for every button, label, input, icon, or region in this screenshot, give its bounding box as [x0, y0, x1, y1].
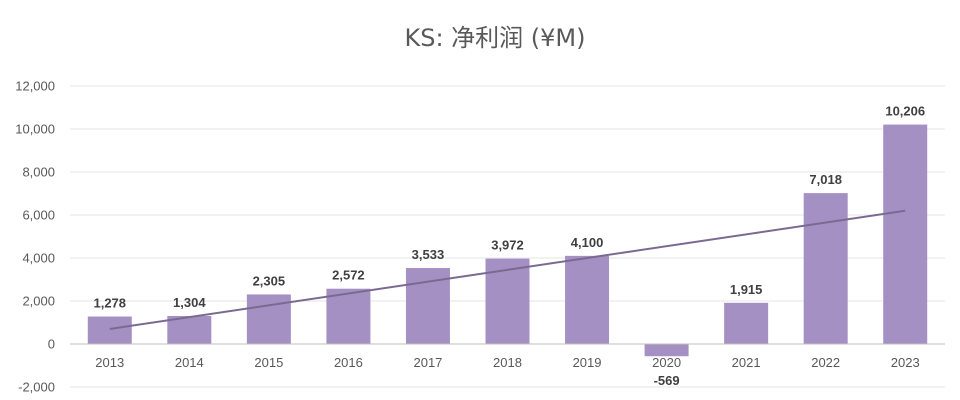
data-label: 1,278: [93, 296, 126, 311]
x-tick-label: 2019: [573, 355, 602, 370]
x-axis: 2013 2014 2015 2016 2017 2018 2019 2020 2021 2022…: [95, 355, 919, 370]
y-axis: 12,000 10,000 8,000 6,000 4,000 2,000 0 -2,000: [15, 79, 55, 395]
data-label: 2,305: [253, 273, 286, 288]
data-label: 1,915: [730, 282, 763, 297]
x-tick-label: 2014: [175, 355, 204, 370]
y-tick-label: 0: [48, 337, 55, 352]
bar-2020: [644, 344, 689, 357]
data-label: 3,972: [491, 238, 524, 253]
x-tick-label: 2018: [493, 355, 522, 370]
data-labels: 1,278 1,304 2,305 2,572 3,533 3,972 4,100 -569 1…: [93, 104, 925, 388]
x-tick-label: 2021: [732, 355, 761, 370]
data-label: 3,533: [412, 247, 445, 262]
x-tick-label: 2016: [334, 355, 363, 370]
bar-2022: [803, 193, 848, 344]
data-label: 10,206: [885, 104, 925, 119]
y-tick-label: 10,000: [15, 122, 55, 137]
x-tick-label: 2017: [413, 355, 442, 370]
data-label: 7,018: [809, 172, 842, 187]
bar-2021: [724, 302, 769, 344]
x-tick-label: 2023: [891, 355, 920, 370]
data-label: 1,304: [173, 295, 206, 310]
y-tick-label: 8,000: [22, 165, 55, 180]
y-tick-label: -2,000: [18, 380, 55, 395]
bars: [87, 124, 928, 357]
data-label: 4,100: [571, 235, 604, 250]
x-tick-label: 2020: [652, 355, 681, 370]
data-label: -569: [654, 373, 680, 388]
x-tick-label: 2015: [254, 355, 283, 370]
bar-2013: [87, 316, 132, 344]
bar-2023: [883, 124, 928, 344]
bar-2016: [326, 288, 371, 344]
y-tick-label: 4,000: [22, 251, 55, 266]
bar-2019: [565, 255, 610, 344]
y-tick-label: 12,000: [15, 79, 55, 94]
bar-2015: [246, 294, 291, 344]
x-tick-label: 2013: [95, 355, 124, 370]
x-tick-label: 2022: [811, 355, 840, 370]
y-tick-label: 6,000: [22, 208, 55, 223]
trend-line: [109, 209, 906, 330]
bar-2014: [167, 315, 212, 344]
chart-title: KS: 净利润 (¥M): [404, 24, 585, 52]
y-tick-label: 2,000: [22, 294, 55, 309]
data-label: 2,572: [332, 268, 365, 283]
